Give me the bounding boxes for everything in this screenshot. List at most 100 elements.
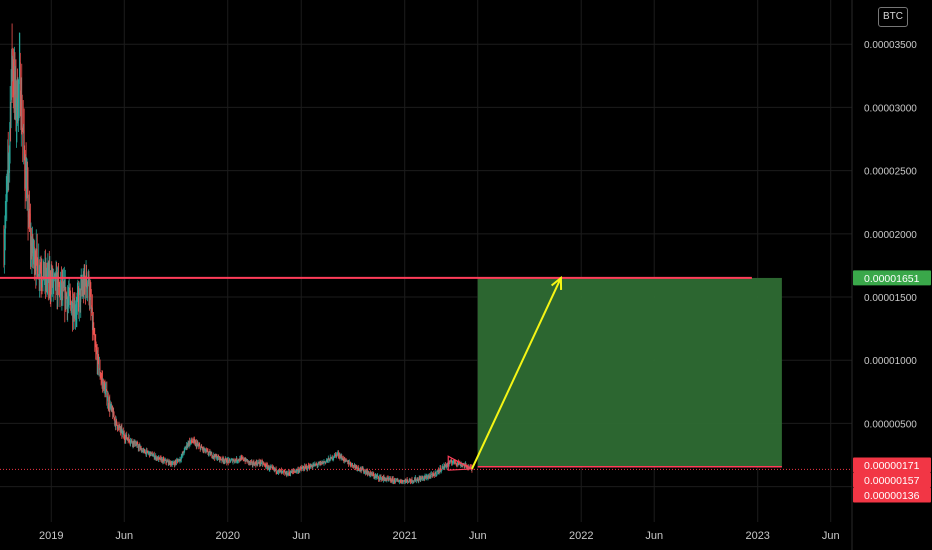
candle-body bbox=[230, 461, 232, 462]
candle-body bbox=[134, 440, 136, 446]
price-tag-label: 0.00001651 bbox=[864, 273, 920, 285]
candle-body bbox=[22, 126, 23, 128]
time-axis[interactable]: 2019 Jun 2020 Jun 2021 Jun 2022 Jun 2023 Jun bbox=[39, 530, 840, 542]
candle-body bbox=[182, 452, 184, 455]
candle-body bbox=[403, 481, 404, 483]
candle-body bbox=[338, 452, 339, 456]
candle-body bbox=[99, 366, 101, 376]
candle-body bbox=[352, 463, 353, 466]
y-tick-label: 0.00002500 bbox=[864, 167, 917, 178]
candle-body bbox=[294, 471, 295, 473]
price-tag bbox=[853, 472, 931, 488]
price-tag-label: 0.00000171 bbox=[864, 460, 920, 472]
candle-body bbox=[128, 437, 130, 440]
projection-arrow bbox=[471, 277, 562, 470]
candle-body bbox=[465, 464, 467, 465]
candle-body bbox=[37, 249, 38, 261]
candle-body bbox=[71, 307, 72, 312]
candle-body bbox=[329, 460, 331, 462]
candle-body bbox=[117, 425, 118, 429]
x-tick-label: Jun bbox=[469, 530, 487, 542]
candle-body bbox=[133, 441, 135, 445]
candle-body bbox=[152, 456, 154, 457]
candle-body bbox=[144, 450, 145, 453]
candle-body bbox=[131, 439, 133, 443]
candle-body bbox=[166, 461, 168, 463]
candle-body bbox=[243, 457, 244, 460]
candle-body bbox=[234, 459, 236, 462]
candle-body bbox=[257, 462, 259, 465]
price-tag bbox=[853, 487, 931, 503]
y-tick-label: 0.00000500 bbox=[864, 419, 917, 430]
y-tick-label: 0.00003500 bbox=[864, 40, 917, 51]
candle-body bbox=[252, 464, 254, 466]
candle-body bbox=[217, 456, 219, 459]
candle-body bbox=[27, 186, 29, 217]
price-tag bbox=[853, 457, 931, 473]
candle-body bbox=[323, 461, 325, 463]
candle-body bbox=[55, 274, 57, 287]
candle-body bbox=[373, 474, 375, 477]
candle-body bbox=[229, 459, 231, 461]
candle-body bbox=[79, 290, 80, 308]
chart-drawings bbox=[0, 275, 852, 471]
candlestick-series bbox=[3, 23, 473, 485]
x-tick-label: Jun bbox=[115, 530, 133, 542]
candle-body bbox=[247, 460, 249, 461]
projection-arrowhead bbox=[550, 275, 563, 290]
candle-body bbox=[363, 468, 365, 473]
candle-body bbox=[469, 468, 470, 469]
candle-body bbox=[307, 468, 308, 470]
candle-body bbox=[116, 420, 117, 422]
candle-body bbox=[200, 447, 202, 450]
candle-body bbox=[287, 475, 288, 476]
candle-body bbox=[290, 473, 292, 475]
candle-body bbox=[283, 471, 284, 472]
x-tick-label: 2023 bbox=[745, 530, 769, 542]
candle-body bbox=[317, 464, 319, 465]
y-tick-label: 0.00002000 bbox=[864, 230, 917, 241]
candle-body bbox=[116, 421, 118, 426]
y-tick-label: 0.00001000 bbox=[864, 356, 917, 367]
candle-body bbox=[458, 462, 459, 464]
candle-body bbox=[435, 472, 437, 475]
candle-body bbox=[233, 459, 235, 462]
candle-body bbox=[403, 481, 405, 482]
candle-body bbox=[306, 466, 308, 469]
candle-body bbox=[108, 397, 109, 406]
price-tags: 0.00001651 0.00000171 0.00000157 0.00000136 bbox=[853, 270, 931, 503]
candle-body bbox=[66, 295, 67, 304]
x-tick-label: Jun bbox=[292, 530, 310, 542]
candle-body bbox=[416, 480, 417, 481]
candle-body bbox=[377, 475, 379, 477]
price-tag bbox=[853, 270, 931, 286]
x-tick-label: 2020 bbox=[216, 530, 240, 542]
target-zone bbox=[477, 277, 782, 467]
candle-body bbox=[172, 462, 174, 465]
candle-body bbox=[210, 453, 212, 456]
currency-badge[interactable]: BTC bbox=[878, 7, 908, 27]
candle-body bbox=[230, 460, 232, 462]
candle-body bbox=[395, 479, 397, 480]
candle-body bbox=[137, 443, 139, 447]
candle-body bbox=[23, 130, 25, 152]
candle-body bbox=[270, 467, 272, 468]
candle-body bbox=[176, 460, 177, 463]
candle-body bbox=[454, 461, 456, 464]
x-tick-label: 2022 bbox=[569, 530, 593, 542]
candle-body bbox=[440, 468, 441, 472]
candle-body bbox=[227, 459, 229, 461]
candle-body bbox=[334, 454, 336, 458]
candle-body bbox=[449, 461, 451, 464]
candle-body bbox=[62, 284, 64, 293]
candle-body bbox=[43, 262, 45, 281]
triangle-pattern bbox=[447, 455, 475, 471]
candle-body bbox=[331, 456, 333, 460]
candle-body bbox=[434, 473, 436, 476]
candle-body bbox=[10, 85, 12, 121]
candle-body bbox=[98, 356, 100, 371]
y-tick-label: 0.00003000 bbox=[864, 103, 917, 114]
candle-body bbox=[228, 459, 230, 463]
price-tag-label: 0.00000136 bbox=[864, 490, 920, 502]
